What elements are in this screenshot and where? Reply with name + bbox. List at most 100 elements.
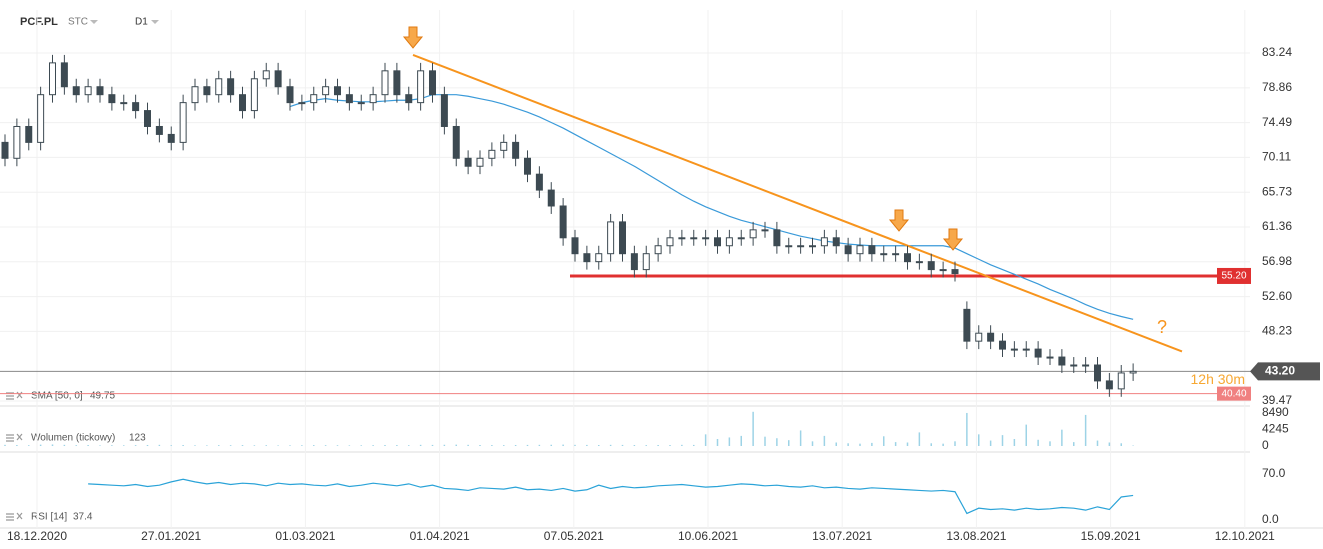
candle-body xyxy=(108,94,116,104)
candle-body xyxy=(797,245,805,248)
last-price-label-bg xyxy=(1250,362,1320,381)
candle-body xyxy=(345,94,353,104)
candle-body xyxy=(60,62,68,88)
candle-body xyxy=(191,86,199,104)
candle-body xyxy=(155,125,163,135)
annotation: ? xyxy=(1157,317,1167,337)
y-tick-label: 52.60 xyxy=(1262,289,1292,303)
candle-body xyxy=(1022,348,1030,351)
x-tick-label: 12.10.2021 xyxy=(1215,529,1275,543)
y-tick-label: 56.98 xyxy=(1262,254,1292,268)
candle-body xyxy=(72,86,80,96)
y-tick-label: 65.73 xyxy=(1262,184,1292,198)
volume-tick-label: 8490 xyxy=(1262,405,1289,419)
x-tick-label: 27.01.2021 xyxy=(141,529,201,543)
x-tick-label: 18.12.2020 xyxy=(7,529,67,543)
candle-body xyxy=(607,221,615,255)
candle-body xyxy=(286,86,294,104)
volume-icon[interactable] xyxy=(6,433,23,442)
candle-body xyxy=(714,237,721,247)
candle-body xyxy=(725,237,733,247)
arrow xyxy=(888,209,910,232)
candle-body xyxy=(1082,364,1090,367)
candle-body xyxy=(832,237,840,247)
candle-body xyxy=(630,253,638,271)
candle-body xyxy=(678,237,686,240)
interval-dropdown[interactable] xyxy=(151,20,159,24)
candle-body xyxy=(167,133,175,143)
volume-value: 123 xyxy=(129,433,146,444)
candle-body xyxy=(96,86,104,96)
support-label: 55.20 xyxy=(1221,271,1246,282)
sma-line xyxy=(289,94,1134,320)
candle-body xyxy=(405,94,413,104)
last-price-label: 43.20 xyxy=(1265,364,1295,378)
candle-body xyxy=(393,70,401,96)
candle-body xyxy=(203,86,211,96)
candle-body xyxy=(987,332,995,342)
candle-body xyxy=(488,149,496,159)
candle-body xyxy=(1070,364,1078,367)
candle-body xyxy=(535,173,543,191)
candle-body xyxy=(274,70,282,88)
candle-body xyxy=(227,78,235,96)
rsi-legend: RSI [14] xyxy=(31,512,67,523)
candle-body xyxy=(963,308,971,342)
candle-body xyxy=(1058,356,1066,366)
candle-body xyxy=(1129,370,1137,374)
candle-body xyxy=(595,253,603,263)
candle-body xyxy=(785,245,793,248)
candle-body xyxy=(298,102,306,105)
candle-body xyxy=(892,253,900,256)
timer: 12h 30m xyxy=(1191,371,1245,387)
candle-body xyxy=(37,94,45,143)
candle-body xyxy=(49,62,56,96)
candle-body xyxy=(524,157,531,175)
candle-body xyxy=(880,253,888,256)
symbol[interactable]: PCF.PL xyxy=(20,16,58,28)
candle-body xyxy=(1046,356,1054,359)
x-tick-label: 07.05.2021 xyxy=(544,529,604,543)
candle-body xyxy=(179,102,187,143)
volume-legend: Wolumen (tickowy) xyxy=(31,433,115,444)
sma-legend: SMA [50, 0] xyxy=(31,391,83,402)
candle-body xyxy=(334,86,341,96)
candle-body xyxy=(357,102,365,105)
x-tick-label: 15.09.2021 xyxy=(1081,529,1141,543)
candle-body xyxy=(619,221,626,255)
volume-tick-label: 0 xyxy=(1262,438,1269,452)
arrow xyxy=(402,26,424,49)
candle-body xyxy=(844,245,852,255)
support-label-bg xyxy=(1217,267,1251,284)
candle-body xyxy=(571,237,579,255)
candle-body xyxy=(583,253,591,263)
volume-tick-label: 4245 xyxy=(1262,422,1289,436)
candle-body xyxy=(250,78,258,112)
candle-body xyxy=(737,237,745,240)
rsi-icon[interactable] xyxy=(6,512,23,521)
candle-body xyxy=(1094,364,1101,382)
candle-body xyxy=(904,253,911,263)
interval[interactable]: D1 xyxy=(135,17,148,28)
candle-body xyxy=(868,245,876,255)
rsi-value: 37.4 xyxy=(73,512,93,523)
candle-body xyxy=(84,86,92,96)
arrow xyxy=(942,228,964,251)
candle-body xyxy=(262,70,270,80)
x-tick-label: 01.03.2021 xyxy=(275,529,335,543)
candle-body xyxy=(369,94,377,104)
candle-body xyxy=(476,157,484,167)
candle-body xyxy=(1034,348,1042,358)
x-tick-label: 13.07.2021 xyxy=(812,529,872,543)
sma-icon[interactable] xyxy=(6,391,23,400)
x-tick-label: 01.04.2021 xyxy=(410,529,470,543)
candle-body xyxy=(132,102,140,112)
candle-body xyxy=(654,245,662,255)
market[interactable]: STC xyxy=(68,17,88,28)
candle-body xyxy=(215,78,223,96)
candle-body xyxy=(1105,380,1113,390)
candle-body xyxy=(440,94,448,127)
candle-body xyxy=(464,157,472,167)
market-dropdown[interactable] xyxy=(90,20,98,24)
candle-body xyxy=(666,237,674,247)
